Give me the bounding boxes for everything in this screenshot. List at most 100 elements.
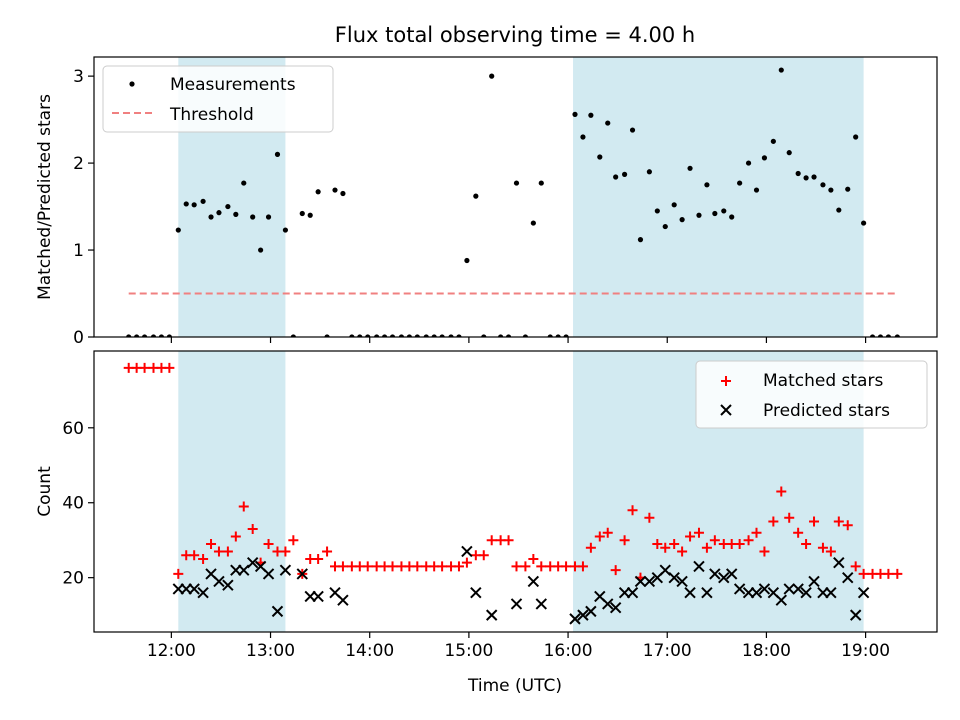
predicted-stars-point	[825, 586, 837, 599]
matched-stars-point	[247, 523, 258, 534]
measurement-point	[679, 217, 685, 223]
measurement-point	[158, 334, 165, 337]
matched-stars-point	[751, 527, 762, 538]
measurement-point	[200, 198, 206, 204]
matched-stars-point	[801, 538, 812, 549]
legend-box	[695, 360, 928, 429]
matched-stars-point	[585, 542, 596, 553]
predicted-stars-point	[585, 605, 597, 618]
matched-stars-point	[561, 561, 572, 572]
predicted-stars-point	[197, 586, 209, 599]
measurement-point	[307, 212, 313, 218]
x-tick-label: 19:00	[841, 641, 890, 661]
predicted-stars-point	[857, 586, 870, 599]
data-layer	[123, 362, 903, 625]
measurement-point	[473, 193, 479, 199]
ratio-panel: 0 1 2 3 Matched/Predicted stars Measurements T…	[35, 56, 938, 348]
predicted-stars-point	[668, 571, 680, 584]
measurement-point	[613, 174, 619, 180]
matched-stars-point	[627, 505, 638, 516]
legend-predicted-marker	[720, 404, 732, 416]
measurement-point	[555, 334, 561, 337]
data-layer	[126, 67, 900, 337]
matched-stars-point	[825, 546, 836, 557]
measurement-point	[225, 203, 231, 210]
measurement-point	[671, 202, 677, 208]
matched-stars-point	[833, 516, 844, 527]
matched-stars-point	[677, 546, 688, 557]
measurement-point	[580, 134, 586, 140]
measurement-point	[563, 334, 569, 337]
measurement-point	[456, 334, 462, 337]
predicted-stars-point	[246, 556, 259, 569]
measurement-point	[588, 112, 594, 118]
predicted-stars-point	[626, 586, 639, 599]
predicted-stars-point	[296, 568, 308, 580]
predicted-stars-point	[701, 586, 713, 599]
measurement-point	[439, 334, 445, 337]
measurement-point	[894, 334, 900, 337]
predicted-stars-point	[510, 598, 523, 610]
y-tick-label: 3	[73, 67, 84, 87]
matched-stars-point	[222, 546, 233, 557]
matched-stars-point	[669, 538, 680, 549]
matched-stars-point	[619, 535, 630, 546]
matched-stars-point	[842, 520, 853, 531]
matched-stars-point	[198, 553, 209, 564]
measurement-point	[637, 237, 644, 243]
matched-stars-point	[322, 546, 333, 557]
legend-matched-marker	[721, 376, 731, 386]
predicted-stars-point	[833, 556, 845, 569]
measurement-point	[572, 111, 578, 117]
predicted-stars-point	[188, 583, 200, 595]
y-tick-label: 0	[73, 328, 84, 348]
matched-stars-point	[238, 501, 249, 512]
measurement-point	[836, 207, 842, 213]
predicted-stars-point	[609, 601, 622, 614]
predicted-stars-point	[800, 586, 812, 599]
measurement-point	[753, 187, 760, 193]
measurement-point	[853, 134, 859, 140]
measurement-point	[662, 223, 668, 230]
measurement-point	[498, 334, 504, 337]
matched-stars-point	[784, 512, 795, 523]
legend-measurements-marker	[129, 81, 135, 87]
matched-stars-point	[809, 516, 820, 527]
measurement-point	[464, 257, 470, 264]
matched-stars-point	[478, 550, 489, 561]
predicted-stars-point	[842, 571, 854, 584]
observing-window-shade	[573, 57, 864, 337]
matched-stars-point	[685, 531, 696, 542]
measurement-point	[274, 151, 281, 157]
x-tick-label: 12:00	[147, 641, 196, 661]
predicted-stars-point	[808, 575, 820, 588]
chart-title: Flux total observing time = 4.00 h	[335, 23, 695, 47]
legend-matched-label: Matched stars	[763, 371, 883, 391]
predicted-stars-point	[461, 545, 473, 558]
measurement-point	[315, 189, 321, 195]
matched-stars-point	[313, 553, 324, 564]
matched-stars-point	[759, 546, 770, 557]
y-axis-label: Matched/Predicted stars	[35, 94, 55, 300]
measurement-point	[282, 227, 289, 233]
measurement-point	[398, 334, 405, 337]
measurement-point	[513, 180, 520, 186]
measurement-point	[208, 214, 214, 220]
matched-stars-point	[768, 516, 779, 527]
measurement-point	[547, 334, 553, 337]
predicted-stars-point	[693, 560, 705, 573]
measurement-point	[175, 227, 181, 233]
measurement-point	[828, 187, 834, 193]
measurement-point	[605, 120, 611, 126]
matched-stars-point	[892, 568, 903, 579]
measurement-point	[134, 334, 140, 337]
predicted-stars-point	[725, 568, 738, 580]
matched-stars-point	[213, 546, 224, 557]
count-panel: 20 40 60 12:00 13:00 14:00 15:00 16:00 17:00 18:0…	[35, 350, 938, 661]
measurement-point	[704, 182, 710, 188]
measurement-point	[365, 334, 371, 337]
predicted-stars-point	[758, 583, 771, 595]
predicted-stars-point	[783, 583, 795, 595]
predicted-stars-point	[485, 609, 498, 621]
x-tick-label: 15:00	[444, 641, 493, 661]
